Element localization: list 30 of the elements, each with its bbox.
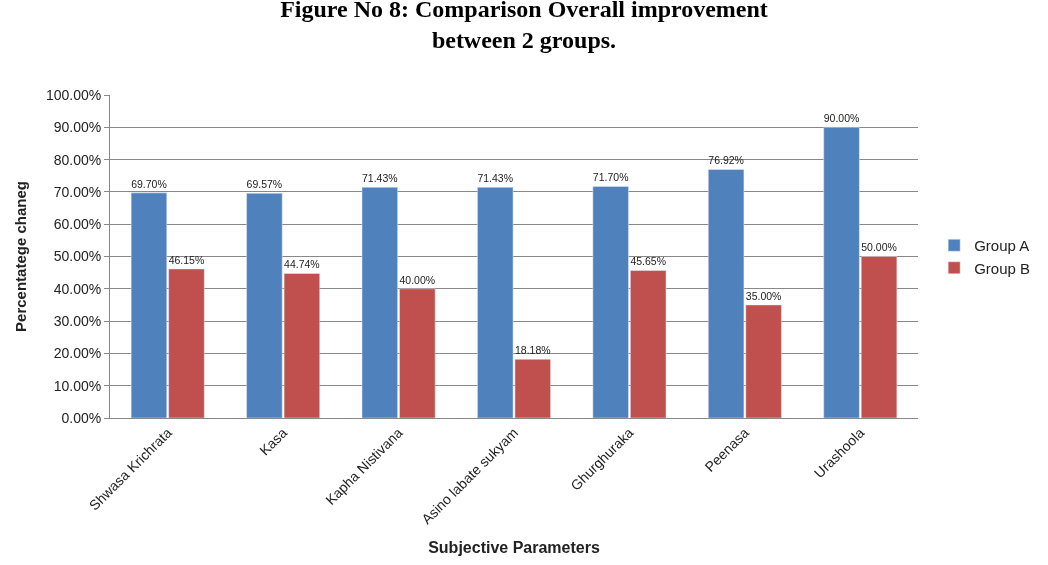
data-label: 35.00% — [745, 289, 782, 302]
y-tick-label: 50.00% — [53, 248, 102, 265]
data-label: 76.92% — [708, 154, 744, 167]
data-label: 46.15% — [168, 253, 205, 266]
y-tick-label: 90.00% — [53, 119, 102, 136]
data-label: 71.70% — [592, 171, 629, 184]
chart-title: Figure No 8: Comparison Overall improvement between 2 groups. — [280, 0, 768, 54]
data-label: 69.70% — [131, 177, 167, 190]
y-axis-title: Percentatege chaneg — [12, 181, 30, 332]
data-label: 45.65% — [630, 255, 666, 268]
data-label: 44.74% — [284, 258, 320, 271]
legend-label: Group B — [974, 259, 1031, 277]
y-tick-label: 80.00% — [53, 151, 102, 168]
y-tick-label: 60.00% — [53, 216, 102, 233]
y-tick-label: 70.00% — [53, 183, 102, 200]
data-label: 71.43% — [477, 172, 514, 185]
legend-label: Group A — [974, 237, 1030, 255]
data-label: 69.57% — [246, 178, 283, 191]
y-tick-label: 0.00% — [61, 409, 102, 426]
y-tick-label: 100.00% — [45, 86, 102, 103]
y-tick-label: 30.00% — [53, 313, 102, 329]
data-label: 18.18% — [514, 344, 551, 357]
y-tick-label: 10.00% — [53, 377, 102, 394]
y-tick-label: 40.00% — [53, 280, 102, 297]
data-label: 90.00% — [823, 112, 860, 125]
y-tick-label: 20.00% — [53, 345, 102, 362]
data-label: 71.43% — [362, 172, 398, 185]
x-axis-title: Subjective Parameters — [428, 538, 600, 556]
data-label: 50.00% — [861, 241, 897, 254]
data-label: 40.00% — [399, 273, 436, 286]
